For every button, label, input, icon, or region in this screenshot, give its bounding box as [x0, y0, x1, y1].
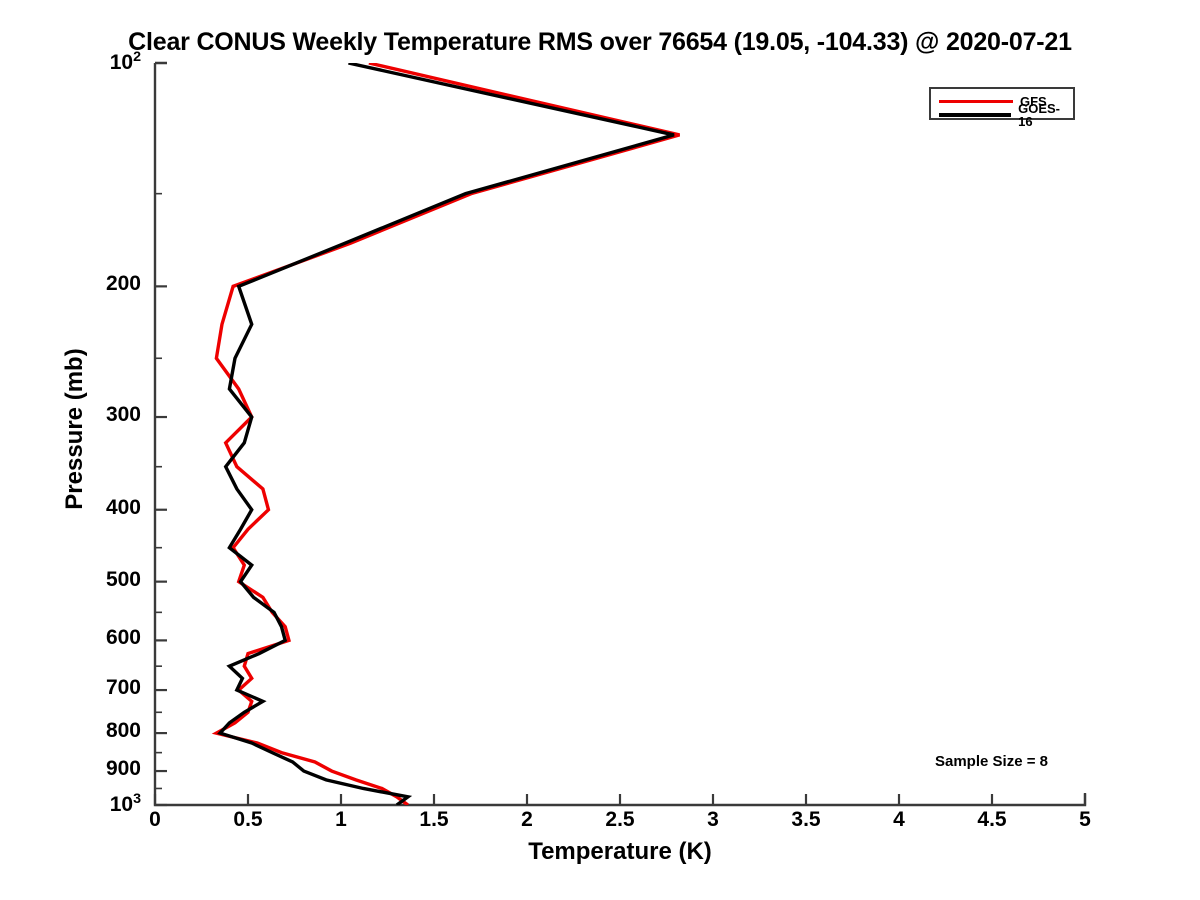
x-tick-label: 2.5 — [605, 808, 635, 831]
x-tick-label: 3.5 — [791, 808, 821, 831]
legend-entry: GFS — [931, 94, 1073, 108]
y-tick-label: 300 — [105, 403, 141, 427]
x-tick-label: 1.5 — [419, 808, 449, 831]
y-tick-label: 103 — [109, 791, 141, 816]
axis-frame — [153, 63, 1087, 807]
legend-label: GOES-16 — [1018, 101, 1060, 129]
y-tick-label: 600 — [105, 626, 141, 650]
sample-size-annotation: Sample Size = 8 — [935, 753, 1048, 770]
legend-color-swatch — [939, 113, 1012, 117]
y-tick-label: 102 — [109, 49, 141, 74]
x-tick-label: 2 — [521, 808, 533, 831]
x-tick-label: 0.5 — [233, 808, 263, 831]
x-tick-label: 3 — [707, 808, 719, 831]
y-tick-label: 200 — [105, 272, 141, 296]
x-tick-label: 0 — [149, 808, 161, 831]
y-tick-label: 700 — [105, 676, 141, 700]
legend-color-swatch — [939, 99, 1013, 103]
series-group — [211, 63, 680, 805]
y-tick-label: 400 — [105, 495, 141, 519]
series-line-goes-16 — [217, 63, 675, 805]
x-axis-title: Temperature (K) — [528, 838, 712, 865]
x-tick-label: 5 — [1079, 808, 1091, 831]
y-tick-label: 900 — [105, 757, 141, 781]
y-axis-title: Pressure (mb) — [61, 348, 88, 510]
series-line-gfs — [211, 63, 680, 805]
x-tick-label: 1 — [335, 808, 347, 831]
y-tick-label: 500 — [105, 567, 141, 591]
x-tick-label: 4.5 — [977, 808, 1007, 831]
legend-entry: GOES-16 — [931, 102, 1073, 128]
y-tick-label: 800 — [105, 719, 141, 743]
chart-title: Clear CONUS Weekly Temperature RMS over … — [128, 28, 1072, 56]
legend-label: GFS — [1020, 93, 1047, 109]
chart-legend: GFS GOES-16 — [929, 87, 1075, 128]
x-tick-label: 4 — [893, 808, 905, 831]
